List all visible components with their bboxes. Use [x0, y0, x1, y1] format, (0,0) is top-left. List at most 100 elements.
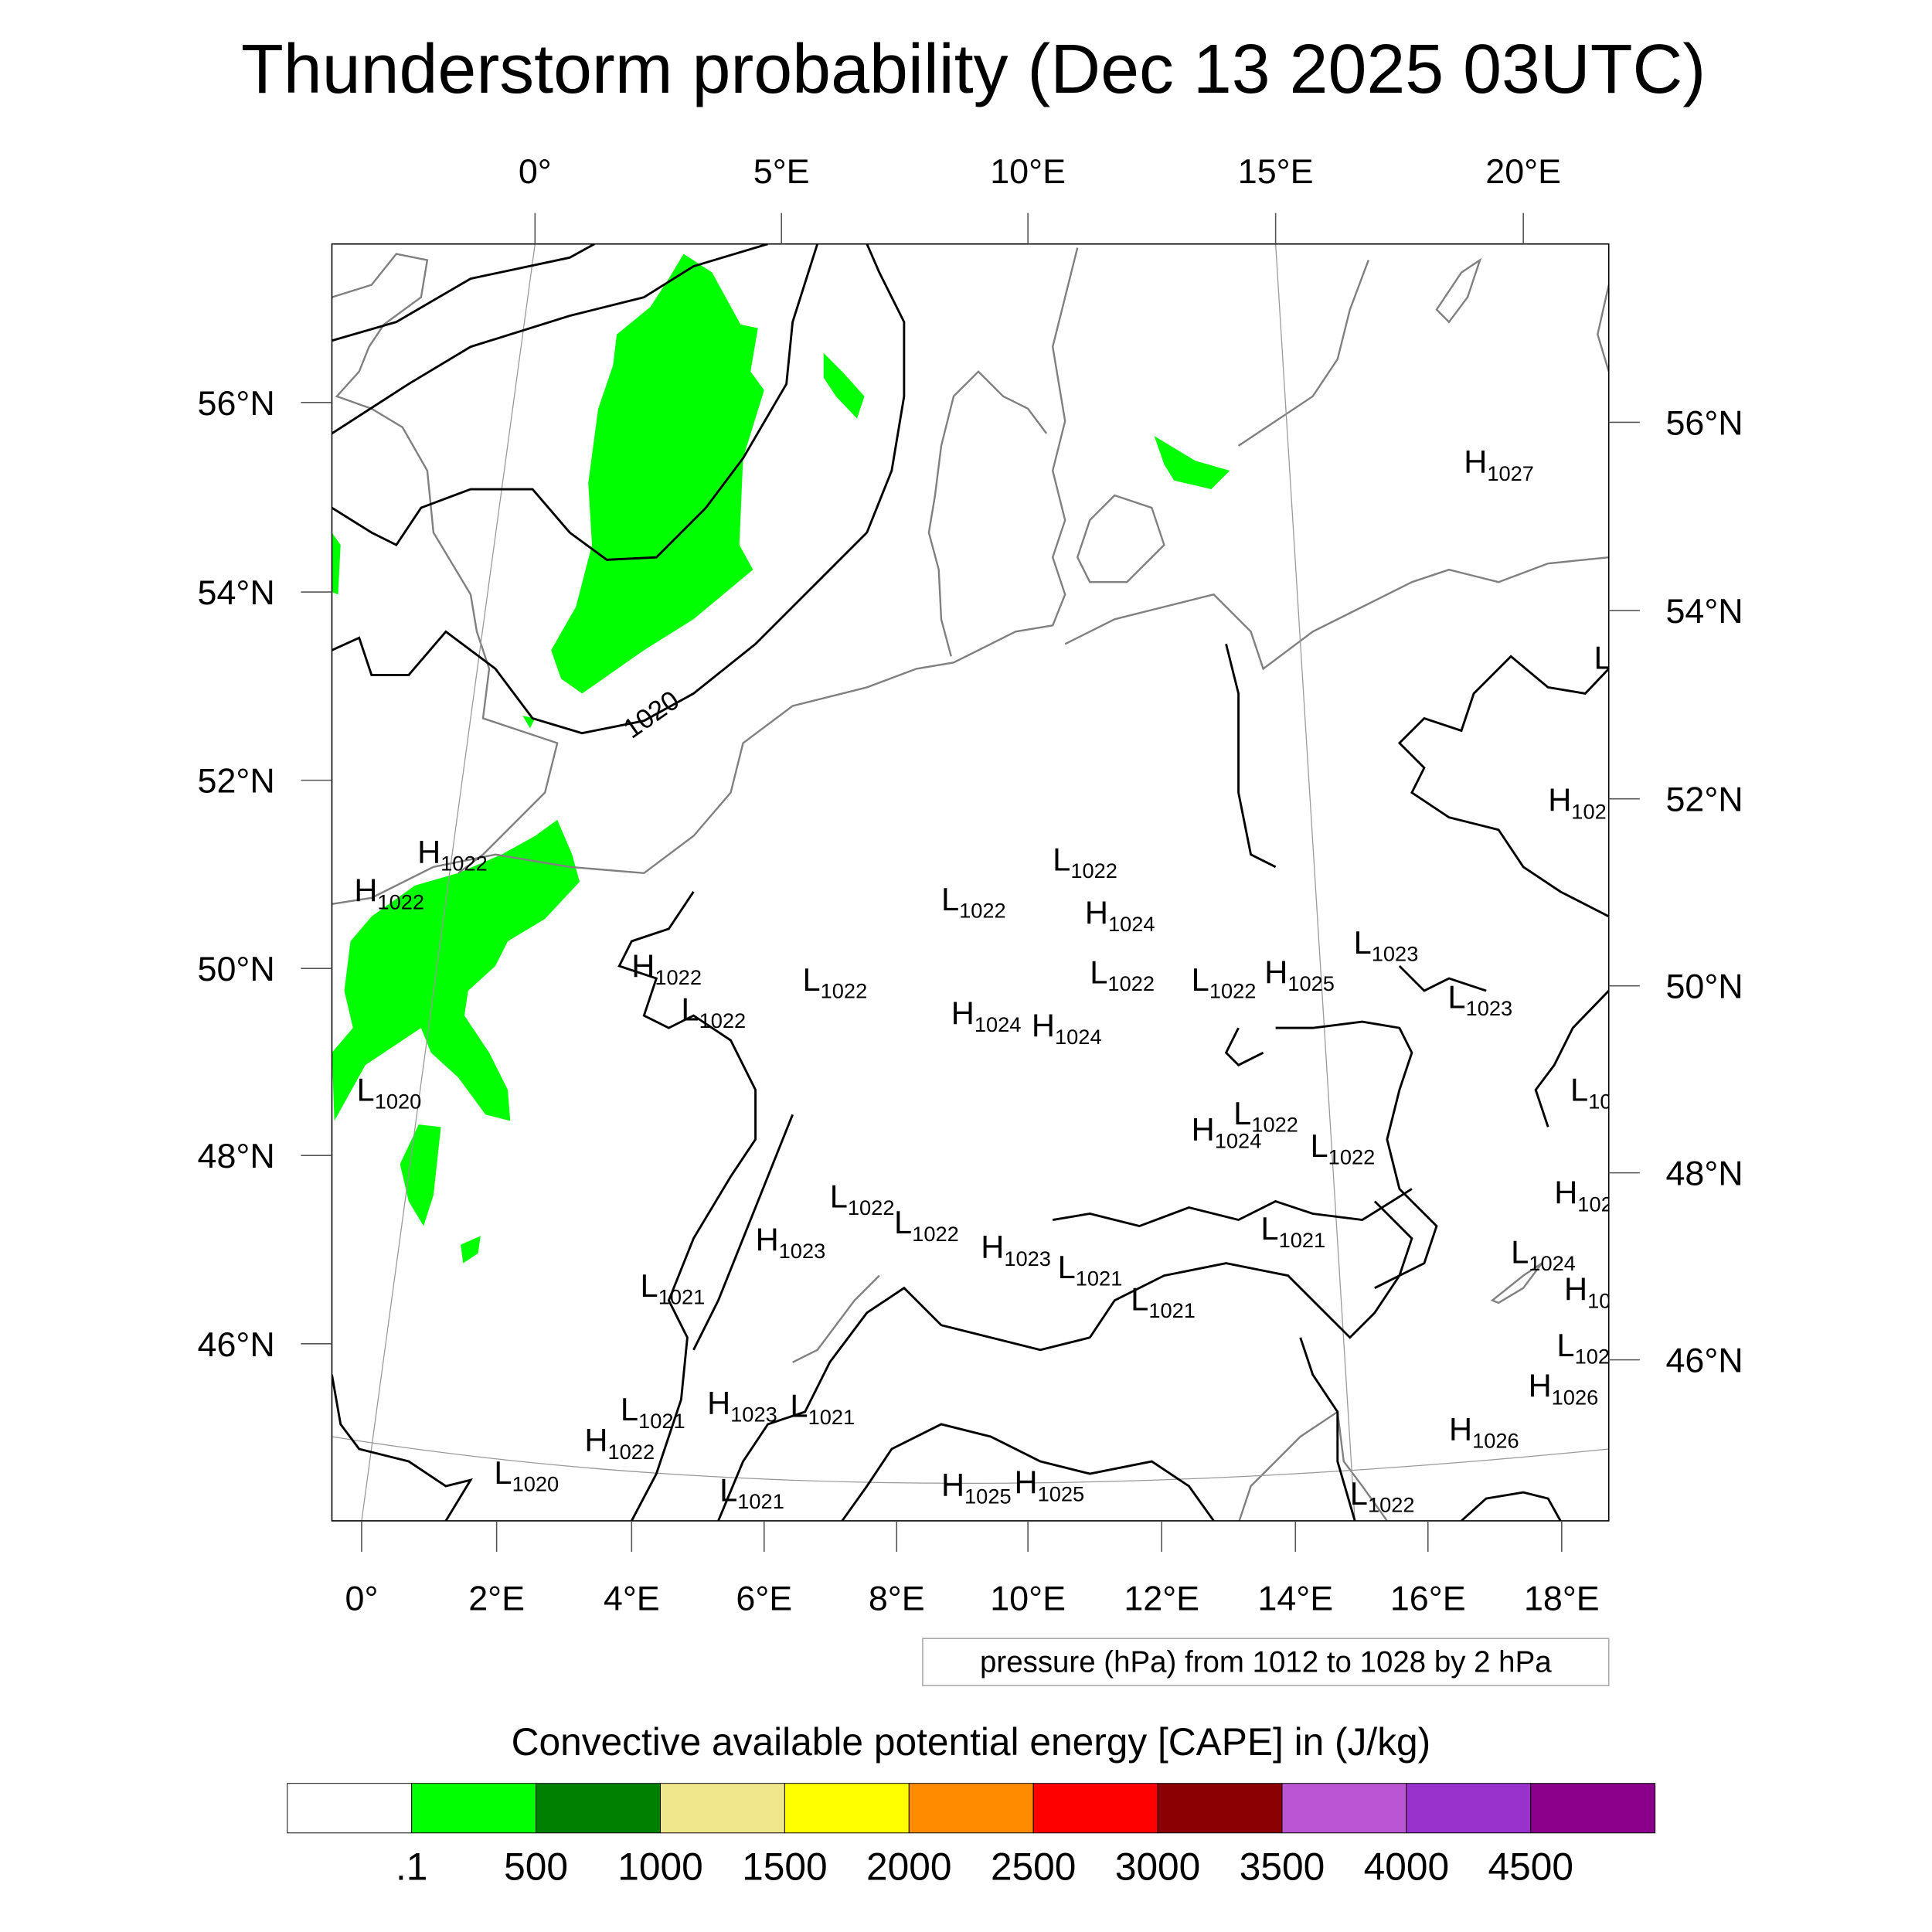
pressure-center-low: L10 — [1570, 1072, 1611, 1114]
colorbar-swatch — [536, 1783, 661, 1834]
bottom-lon-label: 8°E — [869, 1578, 925, 1617]
pressure-center-low: L1022 — [1192, 961, 1257, 1003]
pressure-center-low: L1022 — [1311, 1128, 1376, 1169]
page-title: Thunderstorm probability (Dec 13 2025 03… — [241, 31, 1706, 108]
pressure-center-low: L1020 — [357, 1072, 422, 1114]
contour-label: 1020 — [618, 685, 685, 744]
colorbar-label: .1 — [396, 1845, 427, 1889]
colorbar-swatch — [784, 1783, 910, 1834]
pressure-center-high: H1027 — [1464, 444, 1534, 485]
cape-field — [332, 253, 1230, 1264]
left-lat-label: 50°N — [198, 949, 275, 988]
pressure-center-high: H1022 — [584, 1422, 655, 1464]
colorbar-label: 4500 — [1488, 1845, 1573, 1889]
left-lat-label: 46°N — [198, 1325, 275, 1364]
colorbar-swatch — [411, 1783, 537, 1834]
map-frame — [331, 243, 1610, 1522]
pressure-center-low: L1020 — [494, 1454, 559, 1496]
colorbar-swatch — [1032, 1783, 1158, 1834]
bottom-lon-label: 10°E — [990, 1578, 1066, 1617]
colorbar-swatch — [660, 1783, 785, 1834]
pressure-center-low: L1022 — [802, 961, 867, 1003]
pressure-center-low: L1022 — [681, 992, 746, 1033]
pressure-center-low: L1022 — [1233, 1095, 1298, 1137]
left-lat-label: 52°N — [198, 761, 275, 801]
pressure-center-low: L — [1594, 639, 1612, 675]
pressure-center-low: L1022 — [941, 881, 1006, 923]
colorbar-swatch — [287, 1783, 413, 1834]
right-lat-label: 54°N — [1665, 591, 1743, 631]
pressure-center-high: H1026 — [1449, 1411, 1519, 1453]
colorbar-label: 3500 — [1240, 1845, 1325, 1889]
left-lat-label: 56°N — [198, 383, 275, 423]
pressure-center-high: H1023 — [707, 1385, 777, 1427]
pressure-center-high: H1023 — [981, 1229, 1051, 1270]
colorbar-label: 2000 — [866, 1845, 951, 1889]
top-lon-label: 15°E — [1238, 151, 1314, 191]
right-lat-label: 46°N — [1665, 1341, 1743, 1380]
colorbar-swatch — [1157, 1783, 1283, 1834]
colorbar-label: 4000 — [1364, 1845, 1449, 1889]
pressure-center-low: L1022 — [1350, 1475, 1415, 1517]
pressure-center-low: L1021 — [790, 1387, 855, 1429]
colorbar-swatch — [908, 1783, 1034, 1834]
coastlines — [332, 247, 1609, 1521]
bottom-lon-label: 4°E — [604, 1578, 660, 1617]
pressure-center-high: H1025 — [1015, 1464, 1085, 1506]
colorbar-label: 3000 — [1115, 1845, 1200, 1889]
top-lon-label: 10°E — [990, 151, 1066, 191]
top-lon-label: 20°E — [1485, 151, 1561, 191]
bottom-lon-label: 0° — [345, 1578, 379, 1617]
axes: 0° 5°E 10°E 15°E 20°E 0° 2°E 4°E 6°E 8°E 10°E 12°E 1… — [198, 151, 1743, 1617]
bottom-lon-label: 16°E — [1390, 1578, 1466, 1617]
colorbar-title: Convective available potential energy [C… — [512, 1720, 1431, 1764]
pressure-center-low: L1022 — [830, 1179, 895, 1220]
colorbar-label: 1500 — [742, 1845, 827, 1889]
pressure-center-low: L1021 — [1131, 1281, 1196, 1323]
pressure-center-high: H102 — [1554, 1175, 1613, 1216]
pressure-center-high: H1026 — [1529, 1368, 1599, 1410]
pressure-center-low: L1021 — [1260, 1210, 1325, 1252]
bottom-lon-label: 12°E — [1124, 1578, 1199, 1617]
pressure-center-low: L1021 — [1058, 1249, 1123, 1291]
colorbar-swatch — [1281, 1783, 1407, 1834]
isobars — [332, 243, 1609, 1521]
colorbar-label: 1000 — [617, 1845, 702, 1889]
colorbar-swatch — [1530, 1783, 1656, 1834]
pressure-center-low: L1021 — [641, 1267, 706, 1309]
pressure-center-low: L1024 — [1511, 1234, 1576, 1276]
pressure-center-high: H1024 — [1085, 895, 1155, 937]
bottom-lon-label: 14°E — [1257, 1578, 1333, 1617]
pressure-center-high: H1024 — [1032, 1007, 1102, 1049]
pressure-center-high: H1022 — [417, 834, 488, 876]
top-lon-label: 0° — [519, 151, 552, 191]
colorbar-label: 500 — [504, 1845, 568, 1889]
pressure-center-high: H1025 — [941, 1467, 1012, 1509]
pressure-center-low: L102 — [1556, 1327, 1610, 1369]
map-area — [332, 243, 1609, 1521]
right-lat-label: 50°N — [1665, 967, 1743, 1006]
bottom-lon-label: 2°E — [468, 1578, 525, 1617]
left-lat-label: 48°N — [198, 1136, 275, 1175]
top-lon-label: 5°E — [753, 151, 810, 191]
graticule — [332, 243, 1609, 1521]
colorbar-swatch — [1406, 1783, 1532, 1834]
left-lat-label: 54°N — [198, 573, 275, 612]
colorbar: .1 500 1000 1500 2000 2500 3000 3500 4000 4500 — [287, 1783, 1656, 1889]
colorbar-label: 2500 — [991, 1845, 1076, 1889]
contour-info: pressure (hPa) from 1012 to 1028 by 2 hP… — [980, 1645, 1552, 1679]
contour-info-box — [922, 1638, 1610, 1686]
pressure-center-high: H10 — [1564, 1271, 1611, 1313]
pressure-center-low: L1021 — [719, 1471, 784, 1513]
pressure-center-low: L1022 — [1053, 842, 1117, 883]
pressure-center-low: L1022 — [894, 1204, 959, 1246]
pressure-center-high: H102 — [1548, 782, 1607, 824]
pressure-center-low: L1021 — [621, 1391, 685, 1433]
pressure-center-low: L1023 — [1354, 924, 1419, 966]
pressure-center-low: L1023 — [1447, 978, 1512, 1020]
bottom-lon-label: 6°E — [736, 1578, 792, 1617]
right-lat-label: 52°N — [1665, 780, 1743, 819]
pressure-center-high: H1022 — [631, 947, 702, 989]
